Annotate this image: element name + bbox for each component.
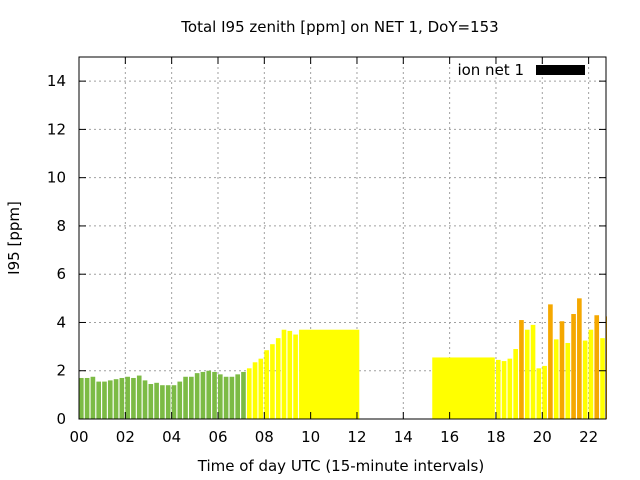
y-tick-label: 0: [56, 410, 66, 428]
bar-low: [79, 377, 84, 419]
bar-low: [194, 373, 200, 419]
bar-low: [165, 385, 171, 419]
bar-medium: [258, 358, 264, 419]
bar-low: [235, 374, 240, 419]
bar-low: [148, 384, 154, 419]
x-tick-label: 22: [579, 428, 598, 446]
bar-medium: [495, 359, 501, 419]
bar-high: [594, 315, 600, 419]
bar-medium: [299, 329, 360, 419]
bar-low: [160, 385, 165, 419]
y-tick-label: 10: [47, 169, 66, 187]
bar-low: [217, 374, 223, 419]
bar-low: [212, 371, 217, 419]
bar-low: [229, 376, 235, 419]
bar-low: [183, 376, 188, 419]
bar-medium: [432, 357, 493, 419]
x-tick-label: 02: [116, 428, 135, 446]
bar-medium: [582, 340, 588, 419]
bar-low: [200, 371, 206, 419]
bar-medium: [252, 362, 258, 419]
bar-low: [84, 377, 90, 419]
bar-medium: [501, 361, 507, 419]
y-tick-labels: 0 2 4 6 8 10 12 14: [47, 72, 66, 428]
bar-medium: [588, 329, 594, 419]
y-tick-label: 8: [56, 217, 66, 235]
x-tick-label: 00: [69, 428, 88, 446]
bar-low: [177, 381, 183, 419]
bar-high: [519, 320, 524, 419]
grid-lines: [79, 57, 606, 419]
x-tick-label: 16: [440, 428, 459, 446]
plot-frame: [78, 56, 607, 420]
bar-low: [125, 376, 130, 419]
bar-low: [136, 375, 142, 419]
bar-low: [154, 382, 159, 419]
bar-low: [131, 377, 136, 419]
bar-low: [107, 380, 113, 419]
y-tick-label: 12: [47, 120, 66, 138]
y-axis-label: I95 [ppm]: [5, 201, 23, 275]
y-tick-label: 4: [56, 313, 66, 331]
bar-medium: [281, 329, 287, 419]
x-tick-label: 14: [394, 428, 413, 446]
x-tick-labels: 00 02 04 06 08 10 12 14 16 18 20 22: [69, 428, 598, 446]
x-tick-label: 20: [533, 428, 552, 446]
x-tick-label: 12: [347, 428, 366, 446]
bar-low: [119, 377, 125, 419]
bar-medium: [524, 329, 530, 419]
bar-medium: [490, 357, 495, 419]
legend-label: ion net 1: [457, 61, 524, 79]
bar-medium: [270, 344, 275, 419]
y-tick-label: 2: [56, 362, 66, 380]
bars: [79, 298, 607, 419]
legend: ion net 1: [457, 61, 585, 79]
bar-medium: [600, 338, 605, 419]
bar-low: [223, 376, 229, 419]
bar-medium: [275, 338, 281, 419]
bar-medium: [293, 334, 298, 419]
x-tick-label: 08: [255, 428, 274, 446]
x-tick-label: 04: [162, 428, 181, 446]
bar-low: [189, 376, 194, 419]
bar-medium: [553, 339, 559, 419]
bar-high: [577, 298, 582, 419]
bar-medium: [530, 324, 536, 419]
bar-medium: [542, 365, 547, 419]
bar-high: [559, 321, 565, 419]
bar-low: [102, 381, 107, 419]
bar-low: [241, 371, 246, 419]
ticks: [78, 57, 606, 420]
bar-medium: [264, 350, 269, 419]
x-axis-label: Time of day UTC (15-minute intervals): [197, 457, 484, 475]
bar-low: [113, 379, 119, 419]
bar-medium: [565, 342, 571, 419]
y-tick-label: 6: [56, 265, 66, 283]
x-tick-label: 18: [486, 428, 505, 446]
legend-swatch: [536, 65, 585, 75]
bar-low: [96, 381, 102, 419]
x-tick-label: 10: [301, 428, 320, 446]
bar-low: [90, 376, 96, 419]
bar-high: [571, 314, 576, 419]
bar-medium: [246, 368, 252, 419]
y-tick-label: 14: [47, 72, 66, 90]
bar-medium: [507, 358, 513, 419]
bar-medium: [536, 368, 542, 419]
bar-low: [206, 370, 212, 419]
chart-title: Total I95 zenith [ppm] on NET 1, DoY=153: [180, 18, 498, 36]
x-tick-label: 06: [208, 428, 227, 446]
bar-medium: [513, 349, 518, 419]
bar-high: [548, 304, 553, 419]
bar-low: [171, 385, 177, 419]
bar-medium: [287, 330, 293, 419]
bar-low: [142, 380, 148, 419]
